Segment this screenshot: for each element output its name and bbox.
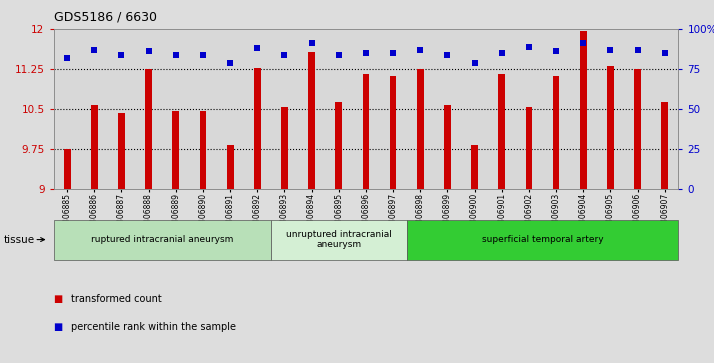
Bar	[390, 76, 396, 189]
Text: ■: ■	[54, 322, 63, 332]
Bar	[553, 76, 560, 189]
Bar	[336, 102, 342, 189]
Bar	[118, 113, 125, 189]
Bar	[363, 74, 369, 189]
Point	[333, 52, 344, 57]
Point	[496, 50, 508, 56]
Point	[278, 52, 290, 57]
Bar	[91, 105, 98, 189]
Point	[469, 60, 481, 65]
Point	[116, 52, 127, 57]
Point	[306, 41, 317, 46]
Point	[523, 44, 535, 49]
Text: transformed count: transformed count	[71, 294, 162, 305]
Text: ■: ■	[54, 294, 63, 305]
Bar	[227, 144, 233, 189]
Point	[143, 49, 154, 54]
Text: unruptured intracranial
aneurysm: unruptured intracranial aneurysm	[286, 230, 392, 249]
Bar	[607, 66, 614, 189]
Bar	[64, 149, 71, 189]
Point	[224, 60, 236, 65]
Bar	[199, 111, 206, 189]
Bar	[498, 74, 505, 189]
Text: superficial temporal artery: superficial temporal artery	[482, 235, 603, 244]
Point	[361, 50, 372, 56]
Point	[415, 47, 426, 53]
Point	[550, 49, 562, 54]
Point	[170, 52, 181, 57]
Text: percentile rank within the sample: percentile rank within the sample	[71, 322, 236, 332]
Bar	[634, 69, 641, 189]
Point	[659, 50, 670, 56]
Bar	[254, 68, 261, 189]
Bar	[444, 105, 451, 189]
Bar	[145, 69, 152, 189]
Text: tissue: tissue	[4, 234, 35, 245]
Point	[61, 55, 73, 61]
Point	[578, 41, 589, 46]
Bar	[526, 107, 533, 189]
Text: ruptured intracranial aneurysm: ruptured intracranial aneurysm	[91, 235, 233, 244]
Point	[251, 45, 263, 51]
Bar	[281, 107, 288, 189]
Bar	[172, 111, 179, 189]
Text: GDS5186 / 6630: GDS5186 / 6630	[54, 11, 156, 24]
Point	[89, 47, 100, 53]
Point	[197, 52, 208, 57]
Bar	[661, 102, 668, 189]
Bar	[417, 69, 423, 189]
Point	[605, 47, 616, 53]
Bar	[308, 52, 315, 189]
Point	[632, 47, 643, 53]
Bar	[471, 145, 478, 189]
Point	[442, 52, 453, 57]
Bar	[580, 30, 587, 189]
Point	[388, 50, 399, 56]
